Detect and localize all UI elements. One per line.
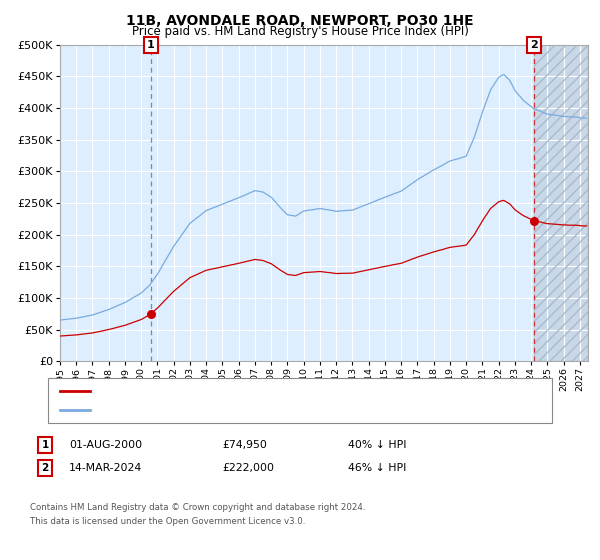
Text: 14-MAR-2024: 14-MAR-2024 [69, 463, 142, 473]
Text: Contains HM Land Registry data © Crown copyright and database right 2024.: Contains HM Land Registry data © Crown c… [30, 503, 365, 512]
Text: 11B, AVONDALE ROAD, NEWPORT, PO30 1HE: 11B, AVONDALE ROAD, NEWPORT, PO30 1HE [126, 14, 474, 28]
Text: 2: 2 [41, 463, 49, 473]
Text: 01-AUG-2000: 01-AUG-2000 [69, 440, 142, 450]
Text: Price paid vs. HM Land Registry's House Price Index (HPI): Price paid vs. HM Land Registry's House … [131, 25, 469, 38]
Bar [535, 45, 588, 361]
Text: 1: 1 [147, 40, 155, 50]
Text: 46% ↓ HPI: 46% ↓ HPI [348, 463, 406, 473]
Text: 2: 2 [530, 40, 538, 50]
Text: HPI: Average price, detached house, Isle of Wight: HPI: Average price, detached house, Isle… [96, 405, 367, 416]
Bar [535, 45, 588, 361]
Text: 11B, AVONDALE ROAD, NEWPORT, PO30 1HE (detached house): 11B, AVONDALE ROAD, NEWPORT, PO30 1HE (d… [96, 385, 442, 395]
Text: £74,950: £74,950 [222, 440, 267, 450]
Text: 1: 1 [41, 440, 49, 450]
Text: £222,000: £222,000 [222, 463, 274, 473]
Text: 40% ↓ HPI: 40% ↓ HPI [348, 440, 407, 450]
Text: This data is licensed under the Open Government Licence v3.0.: This data is licensed under the Open Gov… [30, 517, 305, 526]
